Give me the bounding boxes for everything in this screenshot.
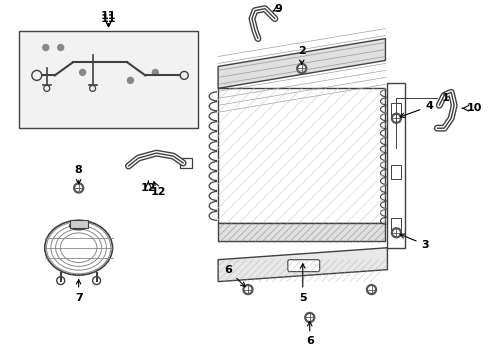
Circle shape — [296, 63, 306, 73]
Text: 1: 1 — [440, 93, 448, 103]
Text: 6: 6 — [224, 265, 244, 287]
Circle shape — [368, 287, 373, 292]
Polygon shape — [218, 39, 385, 88]
Circle shape — [58, 45, 63, 50]
Text: 2: 2 — [297, 45, 305, 64]
Circle shape — [80, 69, 85, 75]
Circle shape — [390, 228, 401, 238]
Circle shape — [74, 183, 83, 193]
Bar — [69, 220, 87, 228]
Text: 4: 4 — [399, 101, 432, 117]
Text: 8: 8 — [75, 165, 82, 184]
Text: 11: 11 — [101, 14, 116, 24]
Text: 5: 5 — [298, 264, 306, 302]
Circle shape — [393, 230, 398, 235]
Text: 6: 6 — [305, 321, 313, 346]
Circle shape — [76, 185, 81, 191]
Text: 11: 11 — [101, 11, 116, 21]
Ellipse shape — [69, 222, 87, 230]
Circle shape — [306, 315, 312, 320]
Polygon shape — [218, 248, 386, 282]
Circle shape — [390, 113, 401, 123]
Text: 7: 7 — [75, 280, 82, 302]
Circle shape — [393, 116, 398, 121]
Ellipse shape — [45, 220, 112, 275]
Bar — [218, 223, 385, 241]
Circle shape — [366, 285, 376, 294]
Circle shape — [299, 66, 304, 71]
Circle shape — [42, 45, 49, 50]
Bar — [180, 158, 192, 168]
Bar — [19, 31, 198, 128]
Text: 3: 3 — [399, 234, 428, 250]
Circle shape — [245, 287, 250, 292]
Circle shape — [243, 285, 252, 294]
Text: 12: 12 — [150, 187, 166, 197]
Bar — [390, 103, 401, 117]
Text: 9: 9 — [273, 4, 281, 14]
FancyBboxPatch shape — [287, 260, 319, 272]
Bar — [386, 84, 405, 248]
Circle shape — [304, 312, 314, 323]
Circle shape — [127, 77, 133, 84]
Bar — [390, 165, 401, 179]
Circle shape — [152, 69, 158, 75]
Text: 12: 12 — [141, 183, 156, 193]
Text: 10: 10 — [466, 103, 482, 113]
Bar — [390, 218, 401, 232]
Bar — [218, 88, 385, 223]
